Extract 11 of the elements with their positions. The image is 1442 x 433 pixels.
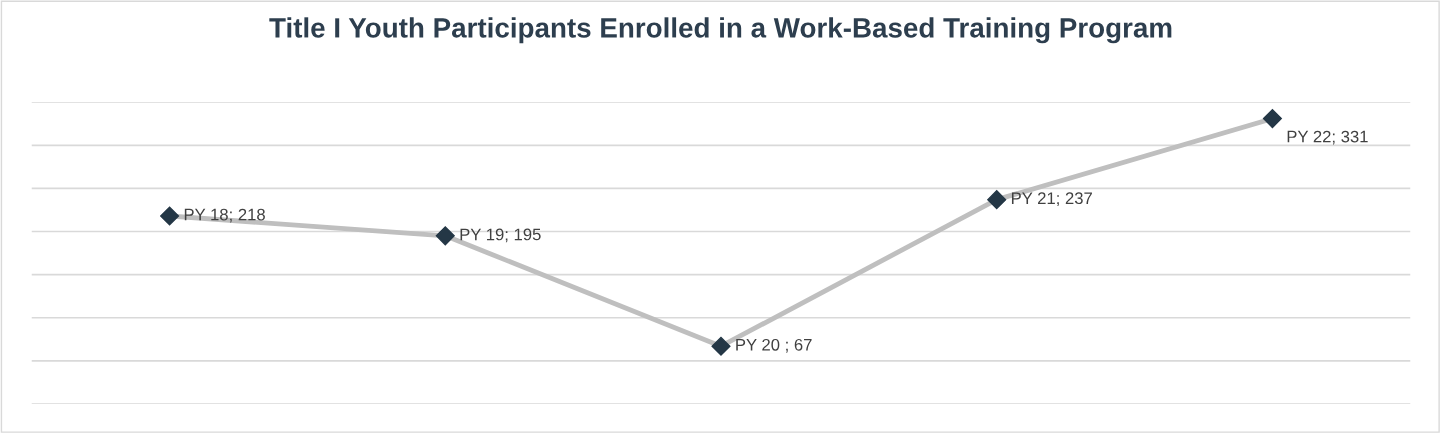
data-label: PY 22; 331 bbox=[1287, 130, 1368, 145]
point bbox=[1262, 109, 1282, 129]
data-label: PY 21; 237 bbox=[1011, 192, 1092, 207]
chart-title: Title I Youth Participants Enrolled in a Work-Based Training Program bbox=[269, 17, 1172, 44]
point bbox=[435, 226, 455, 246]
point bbox=[711, 336, 731, 356]
data-label: PY 20 ; 67 bbox=[736, 338, 812, 353]
point bbox=[160, 206, 180, 226]
data-label: PY 19; 195 bbox=[460, 228, 541, 243]
data-label: PY 18; 218 bbox=[184, 208, 265, 223]
point bbox=[987, 190, 1007, 210]
